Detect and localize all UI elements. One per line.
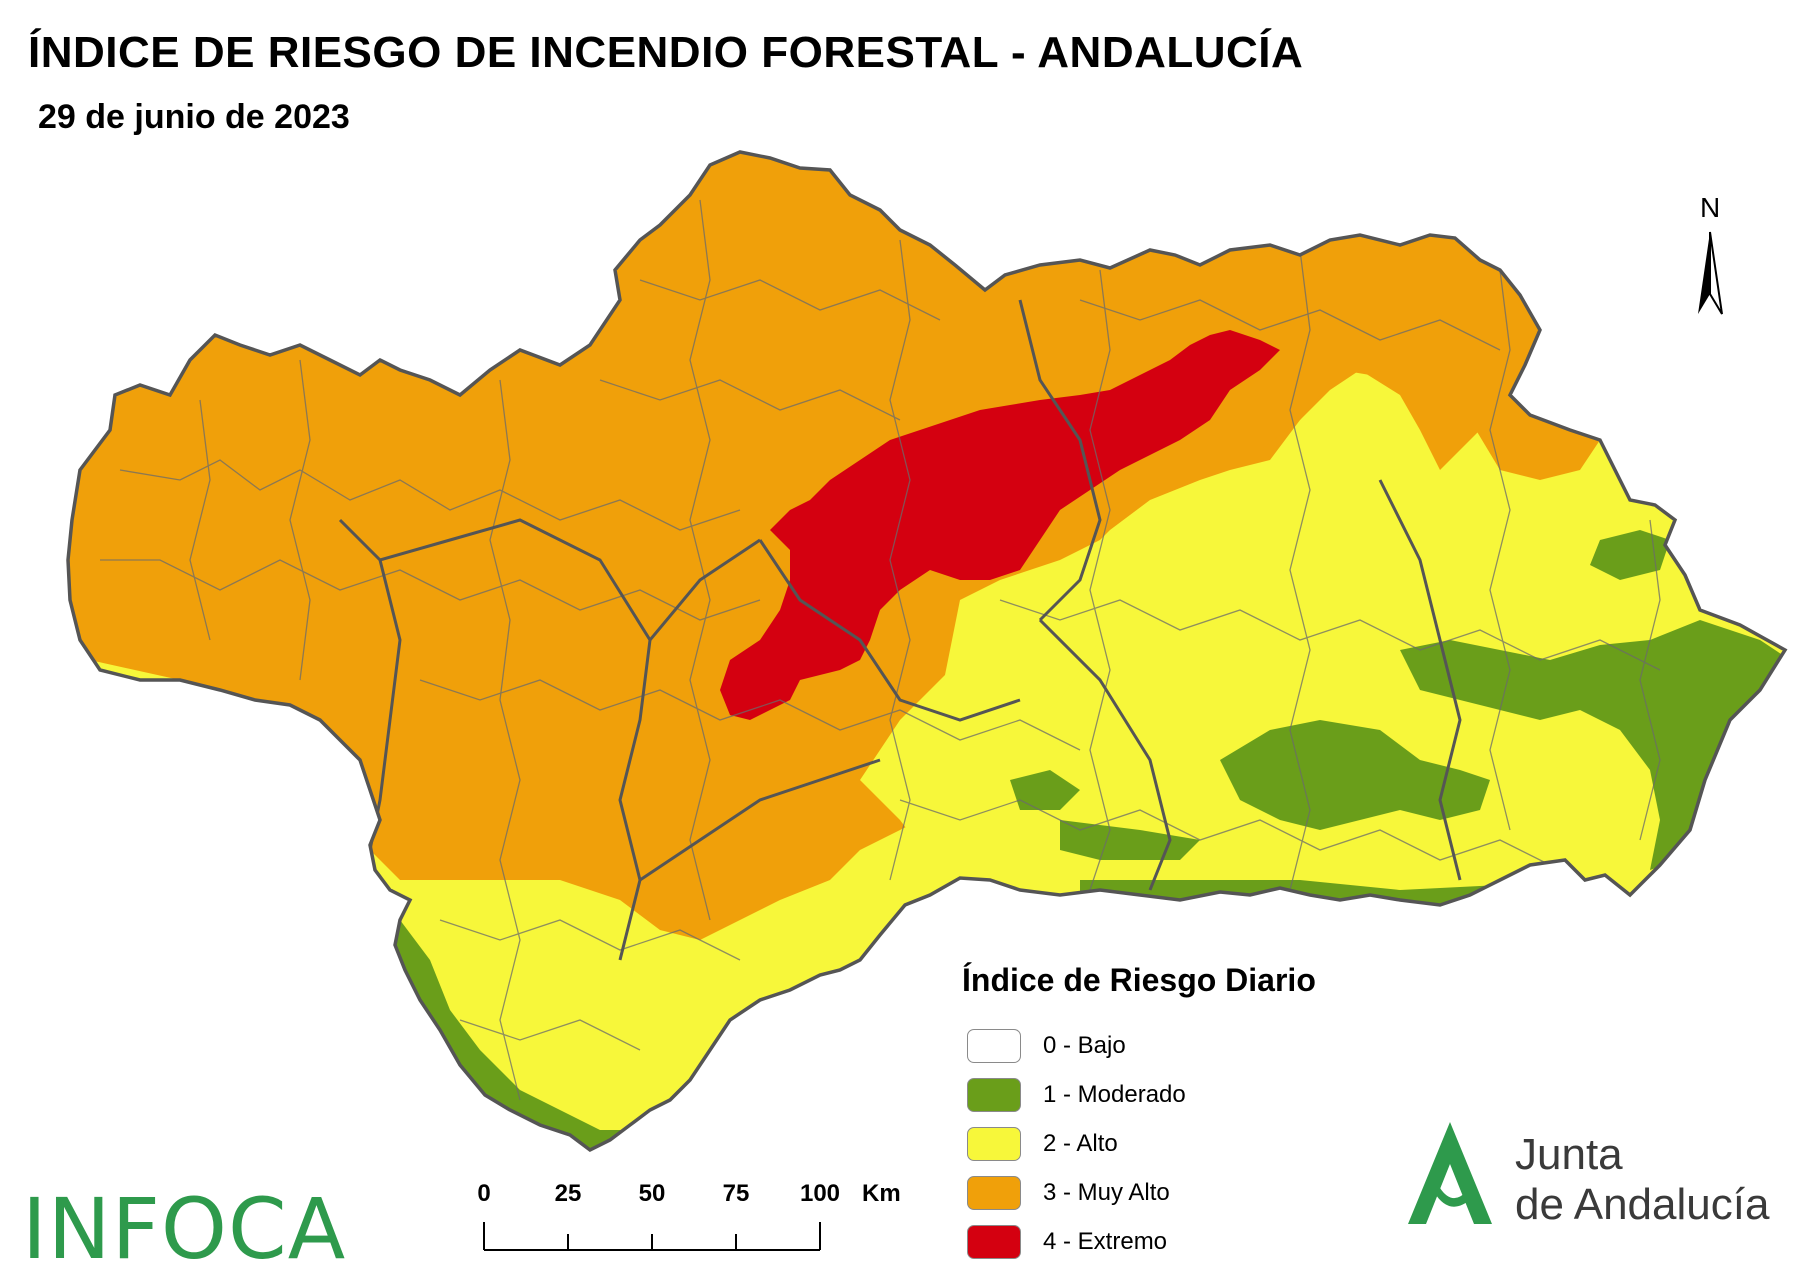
junta-andalucia-logo-icon <box>1408 1122 1492 1224</box>
legend-swatch-bajo <box>967 1028 1021 1063</box>
zone-extremo <box>720 330 1280 720</box>
zone-moderado-east-strip <box>1590 530 1670 580</box>
scale-bar: 0 25 50 75 100 Km <box>470 1180 901 1260</box>
legend-label-alto: 2 - Alto <box>1043 1129 1118 1157</box>
legend-label-bajo: 0 - Bajo <box>1043 1031 1126 1059</box>
legend-item-moderado: 1 - Moderado <box>962 1070 1422 1119</box>
north-label: N <box>1700 192 1721 223</box>
legend-item-alto: 2 - Alto <box>962 1119 1422 1168</box>
legend-label-muy-alto: 3 - Muy Alto <box>1043 1178 1170 1206</box>
province-borders <box>338 299 1462 961</box>
zone-alto-interior <box>940 540 1100 760</box>
scale-unit: Km <box>862 1180 901 1207</box>
legend-swatch-muy-alto <box>967 1175 1021 1210</box>
junta-andalucia-logo: Junta de Andalucía <box>1515 1130 1769 1230</box>
zone-moderado-sierra <box>1220 720 1490 830</box>
scale-tick-50: 50 <box>638 1180 666 1207</box>
municipal-borders <box>100 199 1661 1101</box>
legend: Índice de Riesgo Diario 0 - Bajo 1 - Mod… <box>962 962 1422 1266</box>
scale-tick-0: 0 <box>477 1180 491 1207</box>
legend-item-bajo: 0 - Bajo <box>962 1021 1422 1070</box>
legend-label-moderado: 1 - Moderado <box>1043 1080 1186 1108</box>
scale-tick-25: 25 <box>554 1180 582 1207</box>
legend-item-muy-alto: 3 - Muy Alto <box>962 1168 1422 1217</box>
legend-swatch-alto <box>967 1126 1021 1161</box>
north-arrow-icon <box>1698 231 1723 315</box>
scale-tick-75: 75 <box>722 1180 750 1207</box>
scale-tick-100: 100 <box>799 1180 841 1207</box>
legend-title: Índice de Riesgo Diario <box>962 962 1316 998</box>
map-date: 29 de junio de 2023 <box>38 98 350 136</box>
scale-bar-line <box>483 1222 821 1251</box>
north-arrow: N <box>1690 192 1730 315</box>
map-title: ÍNDICE DE RIESGO DE INCENDIO FORESTAL - … <box>28 28 1304 77</box>
legend-label-extremo: 4 - Extremo <box>1043 1227 1168 1255</box>
zone-moderado-se <box>1400 620 1785 870</box>
legend-swatch-moderado <box>967 1077 1021 1112</box>
infoca-logo: INFOCA <box>22 1180 347 1278</box>
junta-line-1: Junta <box>1515 1130 1623 1179</box>
junta-line-2: de Andalucía <box>1515 1180 1770 1229</box>
legend-swatch-extremo <box>967 1224 1021 1259</box>
legend-item-extremo: 4 - Extremo <box>962 1217 1422 1266</box>
